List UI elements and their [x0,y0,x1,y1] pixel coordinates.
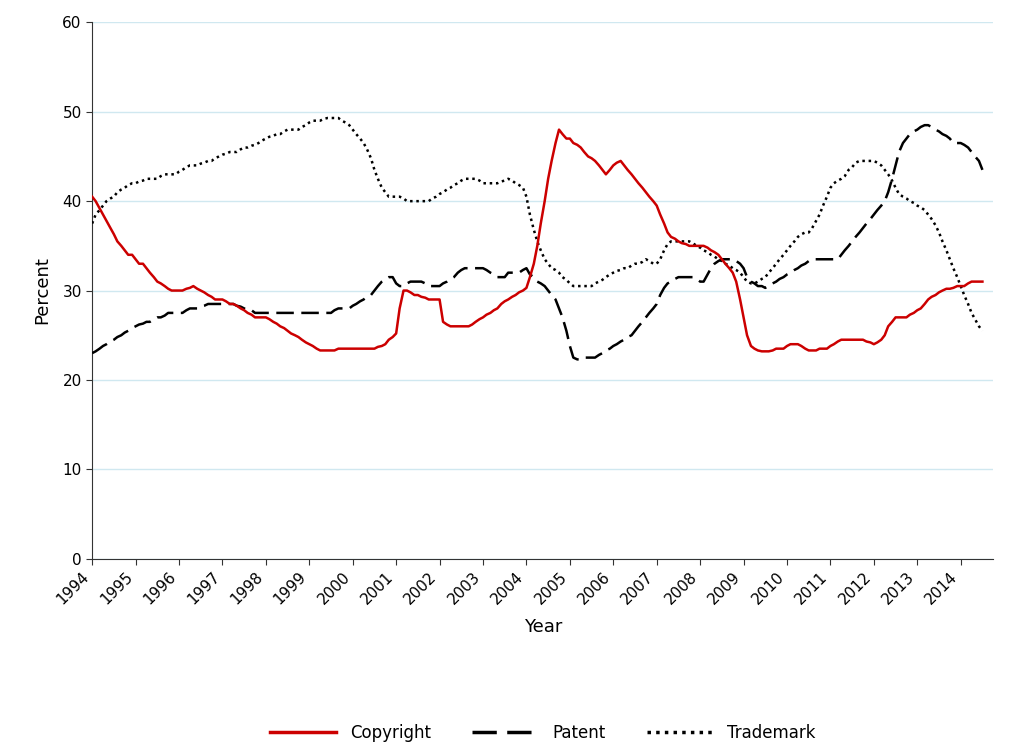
Trademark [404,197,417,206]
Y-axis label: Percent: Percent [33,256,51,325]
Trademark [86,219,98,228]
Patent [513,268,525,277]
Patent [108,335,120,344]
Patent [976,165,988,174]
Patent [523,270,536,279]
Trademark [527,225,540,234]
Patent [86,349,98,358]
Copyright [756,347,768,356]
Trademark [415,197,427,206]
Line: Patent: Patent [92,125,982,359]
Patent [400,279,413,288]
Trademark [517,183,529,192]
X-axis label: Year: Year [523,618,562,636]
Copyright [523,273,536,282]
Copyright [976,277,988,286]
Copyright [108,229,120,238]
Trademark [976,326,988,335]
Line: Copyright: Copyright [92,130,982,352]
Copyright [86,192,98,201]
Trademark [108,192,120,201]
Trademark [322,113,334,122]
Copyright [412,291,424,299]
Patent [571,355,584,364]
Copyright [553,125,565,134]
Line: Trademark: Trademark [92,118,982,331]
Trademark [893,189,905,198]
Copyright [513,288,525,297]
Copyright [897,313,909,322]
Patent [893,148,905,156]
Patent [919,121,931,130]
Legend: Copyright, Patent, Trademark: Copyright, Patent, Trademark [263,717,822,745]
Copyright [400,286,413,295]
Patent [412,277,424,286]
